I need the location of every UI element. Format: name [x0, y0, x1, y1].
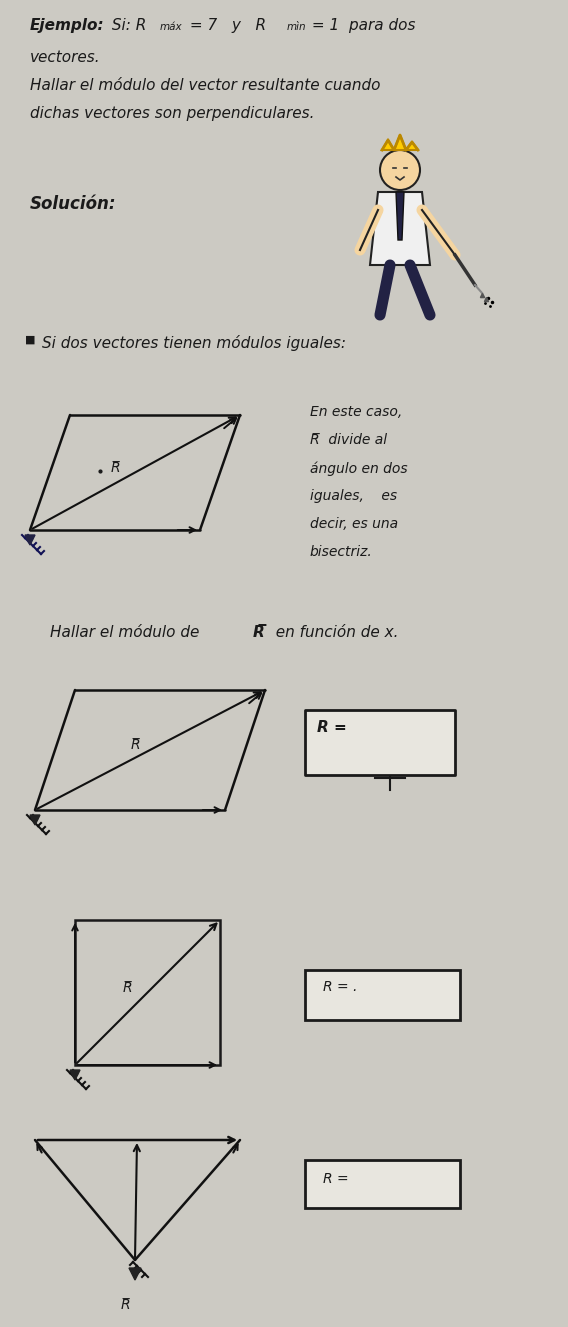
Polygon shape	[396, 192, 404, 240]
Polygon shape	[25, 535, 35, 545]
Polygon shape	[30, 815, 40, 825]
Text: R̅: R̅	[123, 981, 132, 994]
Text: Hallar el módulo de: Hallar el módulo de	[50, 625, 204, 640]
Polygon shape	[129, 1269, 141, 1281]
Text: máx: máx	[160, 23, 183, 32]
Text: R̅: R̅	[120, 1298, 130, 1312]
Text: iguales,    es: iguales, es	[310, 490, 397, 503]
Text: decir, es una: decir, es una	[310, 518, 398, 531]
Text: R =: R =	[317, 721, 346, 735]
Text: bisectriz.: bisectriz.	[310, 545, 373, 559]
Text: vectores.: vectores.	[30, 50, 101, 65]
Text: Si: R: Si: R	[107, 19, 147, 33]
Polygon shape	[70, 1070, 80, 1080]
Polygon shape	[382, 135, 418, 150]
Text: En este caso,: En este caso,	[310, 405, 402, 419]
Text: R̅: R̅	[253, 625, 265, 640]
Bar	[75, 920, 220, 1066]
Bar	[305, 710, 455, 775]
Text: Hallar el módulo del vector resultante cuando: Hallar el módulo del vector resultante c…	[30, 78, 381, 93]
Text: R =: R =	[323, 1172, 349, 1186]
Text: R̅: R̅	[130, 738, 140, 752]
Text: ■: ■	[25, 334, 35, 345]
Text: Ejemplo:: Ejemplo:	[30, 19, 105, 33]
Text: ángulo en dos: ángulo en dos	[310, 460, 408, 475]
Text: R̅  divide al: R̅ divide al	[310, 433, 387, 447]
Text: Si dos vectores tienen módulos iguales:: Si dos vectores tienen módulos iguales:	[42, 334, 346, 352]
Text: en función de x.: en función de x.	[266, 625, 399, 640]
Text: R̅: R̅	[110, 460, 120, 475]
Text: R = .: R = .	[323, 981, 357, 994]
Bar	[305, 1160, 460, 1208]
Bar	[305, 970, 460, 1020]
Text: = 1  para dos: = 1 para dos	[307, 19, 416, 33]
Text: mìn: mìn	[287, 23, 307, 32]
Text: = 7   y   R: = 7 y R	[185, 19, 266, 33]
Polygon shape	[370, 192, 430, 265]
Text: dichas vectores son perpendiculares.: dichas vectores son perpendiculares.	[30, 106, 315, 121]
Text: Solución:: Solución:	[30, 195, 116, 214]
Circle shape	[380, 150, 420, 190]
